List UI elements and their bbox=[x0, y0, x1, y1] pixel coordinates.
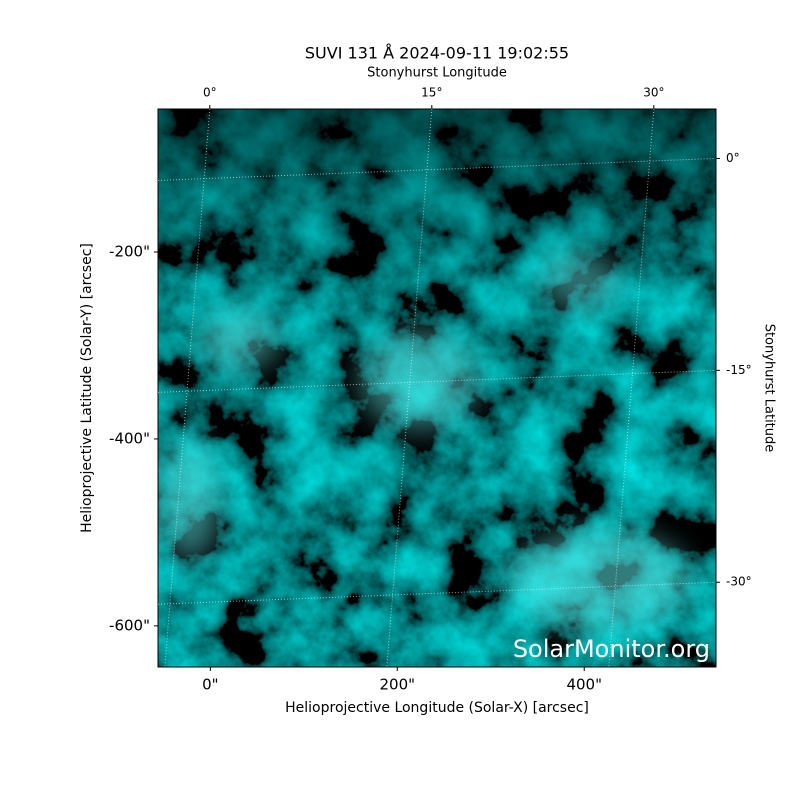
right-tick-label: -15° bbox=[726, 363, 752, 377]
x-tick-label: 400" bbox=[566, 676, 602, 694]
grid-line bbox=[157, 157, 717, 181]
right-tick-label: -30° bbox=[726, 575, 752, 589]
x-tick-label: 0" bbox=[202, 676, 218, 694]
y-axis-label: Helioprojective Latitude (Solar-Y) [arcs… bbox=[79, 243, 95, 533]
right-tick-label: 0° bbox=[726, 151, 740, 165]
watermark: SolarMonitor.org bbox=[513, 635, 710, 663]
plot-frame bbox=[157, 108, 717, 668]
y-tick-label: -400" bbox=[109, 429, 150, 447]
grid-line bbox=[157, 581, 717, 605]
grid-line bbox=[157, 369, 717, 393]
chart-title: SUVI 131 Å 2024-09-11 19:02:55 bbox=[305, 44, 569, 63]
solar-image bbox=[158, 109, 716, 667]
top-tick-label: 0° bbox=[203, 86, 217, 100]
x-tick-label: 200" bbox=[380, 676, 416, 694]
y-tick-label: -200" bbox=[109, 243, 150, 261]
top-tick-label: 15° bbox=[421, 86, 442, 100]
grid-line bbox=[164, 108, 211, 668]
y-tick-label: -600" bbox=[109, 616, 150, 634]
x-axis-label: Helioprojective Longitude (Solar-X) [arc… bbox=[285, 700, 589, 716]
grid-line bbox=[386, 108, 433, 668]
top-tick-label: 30° bbox=[643, 86, 664, 100]
grid-line bbox=[608, 108, 655, 668]
top-axis-label: Stonyhurst Longitude bbox=[367, 66, 507, 81]
right-axis-label: Stonyhurst Latitude bbox=[762, 324, 777, 453]
